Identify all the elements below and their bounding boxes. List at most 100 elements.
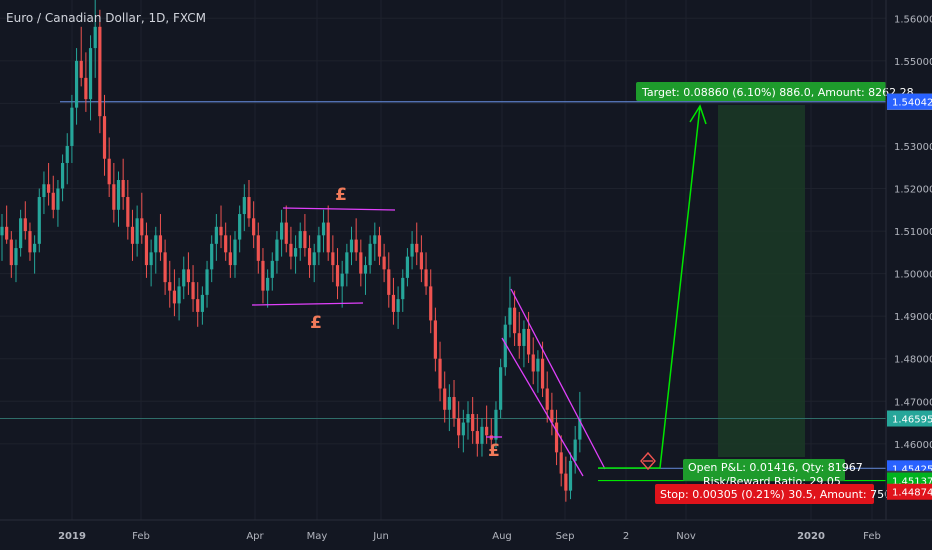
price-label[interactable]: 1.44874 — [892, 488, 932, 499]
candle-body — [23, 218, 27, 232]
candle-body — [568, 460, 573, 491]
candle-body — [452, 397, 456, 419]
candle-body — [457, 418, 461, 436]
candle-body — [210, 243, 214, 270]
candle-body — [303, 231, 307, 249]
candle-body — [443, 388, 447, 410]
candle-body — [158, 235, 163, 253]
candle-body — [508, 307, 512, 325]
candle-body — [354, 239, 358, 253]
stop-label: Stop: 0.00305 (0.21%) 30.5, Amount: 750 — [660, 488, 891, 501]
pattern-lines — [251, 207, 606, 477]
candle-body — [373, 235, 377, 244]
x-tick-label[interactable]: May — [307, 531, 328, 542]
candle-body — [168, 282, 172, 291]
target-label-box — [636, 82, 886, 101]
candle-body — [345, 252, 349, 274]
candle-body — [494, 409, 498, 440]
candle-body — [135, 218, 139, 244]
candle-body — [112, 184, 116, 210]
pound-marker: £ — [488, 441, 500, 461]
target-zone — [718, 105, 805, 457]
candle-body — [401, 277, 405, 300]
candle-body — [410, 243, 414, 257]
y-tick-label: 1.56000 — [894, 14, 932, 25]
candle-body — [415, 243, 419, 253]
candle-body — [391, 294, 396, 312]
candle-body — [93, 26, 97, 49]
candle-body — [5, 226, 9, 240]
candle-body — [224, 235, 228, 253]
chart-title: Euro / Canadian Dollar, 1D, FXCM — [6, 11, 206, 25]
candle-body — [60, 162, 65, 189]
candle-body — [424, 269, 428, 287]
candle-body — [191, 282, 195, 300]
candle-body — [56, 188, 60, 210]
candle-body — [447, 397, 451, 410]
diamond-shape — [640, 451, 656, 471]
candle-body — [293, 248, 298, 257]
price-label[interactable]: 1.45137 — [892, 477, 932, 488]
candle-body — [536, 358, 540, 372]
price-label[interactable]: 1.54042 — [892, 98, 932, 109]
candle-body — [130, 226, 135, 244]
candle-body — [121, 180, 125, 198]
candle-body — [266, 277, 270, 291]
x-tick-label[interactable]: Nov — [676, 531, 696, 542]
x-tick-label[interactable]: Jun — [372, 531, 389, 542]
candle-body — [98, 26, 102, 117]
price-axis-labels[interactable]: 1.540391.540421.465951.454251.451791.451… — [887, 93, 932, 500]
x-tick-label[interactable]: Apr — [246, 531, 264, 542]
candle-body — [564, 473, 568, 491]
candle-body — [261, 260, 265, 291]
candle-body — [186, 269, 190, 283]
candle-body — [433, 320, 437, 359]
candle-body — [545, 388, 549, 410]
target-arrow-path — [598, 105, 701, 469]
candle-body — [480, 426, 484, 444]
candle-body — [517, 333, 521, 346]
candle-body — [461, 422, 465, 436]
candle-body — [471, 414, 475, 432]
x-tick-label[interactable]: Aug — [492, 531, 512, 542]
candle-body — [182, 269, 186, 287]
target-arrow — [598, 104, 707, 469]
candle-body — [359, 252, 363, 274]
x-tick-label[interactable]: Sep — [556, 531, 575, 542]
candle-body — [382, 256, 386, 270]
candle-body — [578, 418, 582, 440]
candle-body — [284, 222, 288, 244]
arrow-head — [689, 104, 707, 125]
x-tick-label[interactable]: 2020 — [797, 531, 825, 542]
candle-body — [326, 222, 330, 253]
x-tick-label[interactable]: 2019 — [58, 531, 86, 542]
x-tick-label[interactable]: Feb — [863, 531, 881, 542]
x-tick-label[interactable]: Feb — [132, 531, 150, 542]
candle-body — [149, 252, 153, 266]
candle-body — [526, 328, 531, 355]
y-tick-label: 1.48000 — [894, 355, 932, 366]
candle-body — [51, 192, 55, 210]
candle-body — [65, 145, 69, 163]
candle-body — [172, 290, 177, 304]
candle-body — [144, 235, 149, 266]
candle-body — [531, 354, 535, 372]
price-label[interactable]: 1.46595 — [892, 415, 932, 426]
candle-body — [559, 452, 563, 474]
candle-body — [513, 307, 517, 334]
candle-body — [242, 197, 246, 215]
price-label-box — [887, 483, 932, 500]
candle-body — [312, 252, 316, 266]
x-tick-label[interactable]: 2 — [623, 531, 629, 542]
pound-marker: £ — [310, 313, 322, 333]
candle-body — [466, 414, 470, 423]
candle-body — [419, 252, 423, 270]
candle-body — [214, 226, 218, 244]
candle-body — [196, 299, 200, 312]
price-label[interactable]: 1.45425 — [892, 464, 932, 475]
candle-body — [163, 252, 167, 283]
candle-body — [256, 235, 260, 261]
time-axis-ticks[interactable]: 2019 Feb Apr May Jun Aug Sep 2 Nov 2020 Feb — [58, 531, 881, 542]
candle-body — [331, 252, 335, 266]
